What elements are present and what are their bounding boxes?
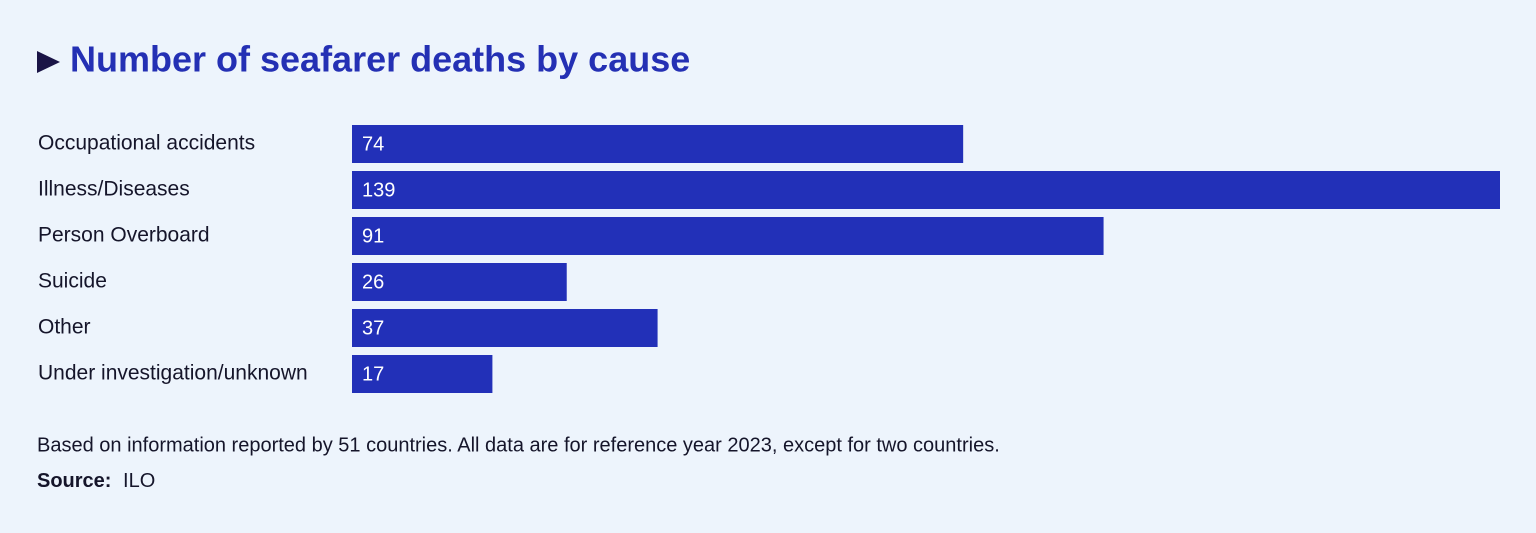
source-label: Source: (37, 470, 111, 492)
bar (352, 125, 964, 163)
bar (352, 309, 658, 347)
value-label: 139 (362, 179, 395, 201)
category-label: Suicide (38, 270, 107, 293)
value-label: 17 (362, 363, 384, 385)
chart-note: Based on information reported by 51 coun… (37, 434, 1000, 456)
value-label: 74 (362, 133, 384, 155)
category-label: Person Overboard (38, 224, 210, 247)
bar (352, 171, 1500, 209)
category-label: Occupational accidents (38, 132, 255, 155)
source: ILO (123, 470, 155, 492)
category-label: Under investigation/unknown (38, 362, 308, 385)
category-label: Other (38, 316, 91, 339)
bar (352, 217, 1104, 255)
value-label: 37 (362, 317, 384, 339)
bar (352, 355, 493, 393)
value-label: 26 (362, 271, 384, 293)
title-marker (37, 51, 60, 73)
bar (352, 263, 567, 301)
source-line: Source: ILO (37, 470, 155, 492)
chart-title: Number of seafarer deaths by cause (70, 39, 690, 80)
value-label: 91 (362, 225, 384, 247)
category-label: Illness/Diseases (38, 178, 190, 201)
